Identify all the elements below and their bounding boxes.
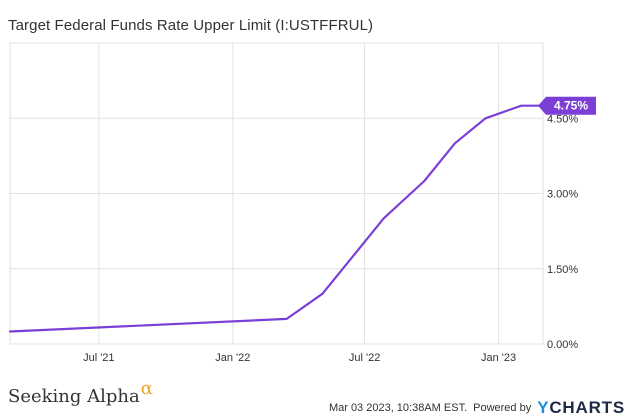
x-tick-label: Jan '23 [481, 352, 516, 364]
series-line [8, 104, 545, 333]
footer-attribution: Mar 03 2023, 10:38AM EST. Powered by Y CH… [329, 398, 625, 418]
powered-by-text: Powered by [473, 402, 532, 414]
line-chart: 0.00%1.50%3.00%4.50% Jul '21 Jan '22 Jul '… [8, 42, 596, 364]
x-tick-label: Jan '22 [215, 352, 250, 364]
timestamp: Mar 03 2023, 10:38AM EST. [328, 402, 468, 414]
seeking-alpha-logo: Seeking Alphaα [8, 378, 153, 407]
y-tick-label: 1.50% [547, 264, 578, 276]
ycharts-wordmark: CHARTS [549, 398, 625, 417]
x-tick-label: Jul '21 [83, 352, 114, 364]
last-value-badge: 4.75% [538, 96, 596, 115]
x-tick-label: Jul '22 [349, 352, 380, 364]
y-tick-label: 3.00% [547, 189, 578, 201]
ycharts-y-icon: Y [537, 398, 550, 417]
y-tick-label: 0.00% [547, 339, 578, 351]
chart-title: Target Federal Funds Rate Upper Limit (I… [8, 17, 374, 34]
alpha-icon: α [140, 378, 153, 399]
y-tick-labels: 0.00% 1.50% 3.00% 4.50% [547, 113, 578, 351]
x-tick-labels: Jul '21 Jan '22 Jul '22 Jan '23 [83, 352, 516, 364]
grid [9, 42, 544, 345]
seeking-alpha-wordmark: Seeking Alpha [8, 386, 140, 407]
y-tick-label: 4.50% [547, 113, 578, 125]
last-value-label: 4.75% [554, 99, 588, 113]
last-value-badge-shape [538, 96, 596, 115]
ycharts-logo: Y CHARTS [537, 398, 625, 418]
